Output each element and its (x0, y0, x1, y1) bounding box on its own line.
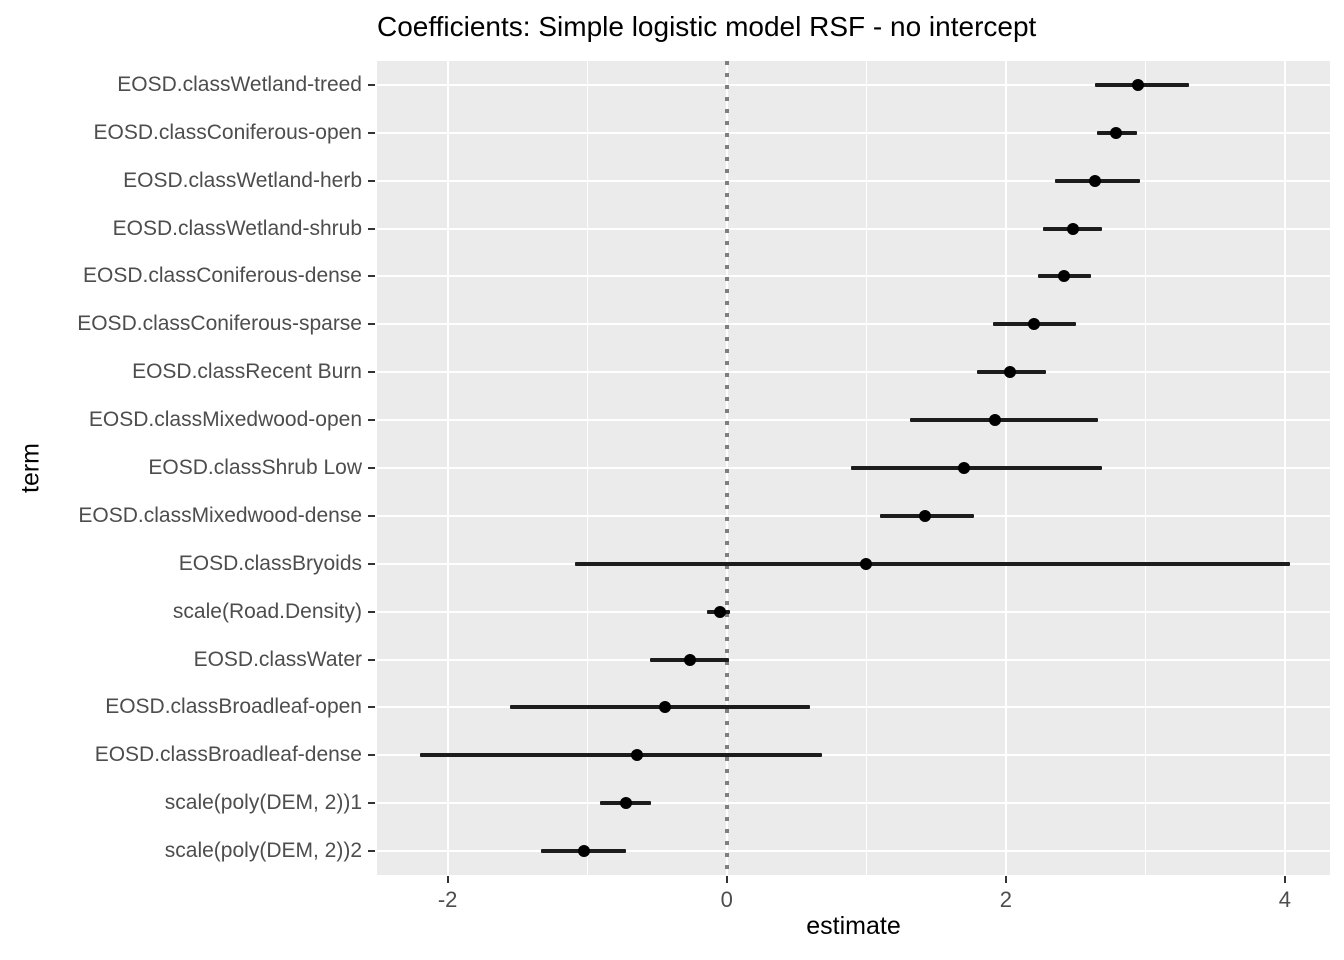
estimate-point (1058, 270, 1071, 283)
x-major-gridline (1283, 61, 1286, 875)
y-major-gridline (377, 850, 1330, 853)
y-major-gridline (377, 131, 1330, 134)
y-major-gridline (377, 802, 1330, 805)
estimate-point (1004, 366, 1016, 379)
zero-reference-line (724, 61, 729, 875)
y-axis-tick-mark (368, 514, 375, 517)
y-axis-tick-mark (368, 83, 375, 86)
y-major-gridline (377, 419, 1330, 422)
estimate-point (578, 845, 591, 858)
y-axis-tick-label: EOSD.classConiferous-dense (83, 264, 362, 288)
estimate-point (1027, 318, 1040, 331)
y-axis-tick-label: EOSD.classShrub Low (148, 456, 362, 479)
estimate-point (1066, 222, 1079, 235)
confidence-interval-bar (419, 753, 822, 758)
x-axis-tick-label: 2 (999, 887, 1012, 912)
estimate-point (631, 749, 644, 762)
y-axis-tick-mark (368, 706, 375, 709)
x-axis-title: estimate (806, 912, 901, 940)
estimate-point (659, 701, 672, 714)
estimate-point (957, 462, 970, 474)
confidence-interval-bar (909, 418, 1098, 423)
y-axis-tick-label: EOSD.classWetland-shrub (112, 216, 362, 240)
y-axis-tick-mark (368, 562, 375, 565)
estimate-point (860, 557, 873, 570)
plot-title: Coefficients: Simple logistic model RSF … (377, 11, 1037, 42)
y-axis-tick-label: EOSD.classMixedwood-dense (78, 503, 362, 527)
plot-panel (377, 61, 1330, 875)
y-axis-tick-label: scale(poly(DEM, 2))2 (164, 839, 362, 863)
y-axis-tick-mark (368, 850, 375, 853)
y-major-gridline (377, 227, 1330, 230)
y-axis-tick-label: EOSD.classWater (193, 647, 362, 671)
y-axis-tick-mark (368, 275, 375, 278)
y-axis-tick-label: EOSD.classWetland-herb (123, 168, 362, 192)
confidence-interval-bar (574, 561, 1291, 566)
estimate-point (918, 509, 931, 522)
x-axis-tick-mark (725, 876, 728, 883)
y-axis-tick-mark (368, 467, 375, 469)
estimate-point (620, 797, 633, 810)
estimate-point (684, 653, 697, 666)
y-axis-tick-mark (368, 658, 375, 661)
estimate-point (988, 414, 1001, 427)
y-axis-tick-label: scale(Road.Density) (172, 599, 362, 623)
x-axis-tick-label: 0 (720, 887, 733, 912)
y-axis-tick-mark (368, 802, 375, 805)
y-major-gridline (377, 371, 1330, 374)
y-axis-tick-mark (368, 419, 375, 422)
y-major-gridline (377, 323, 1330, 326)
estimate-point (1110, 126, 1123, 139)
y-axis-tick-label: EOSD.classConiferous-sparse (77, 312, 362, 336)
y-major-gridline (377, 754, 1330, 757)
y-major-gridline (377, 658, 1330, 661)
y-major-gridline (377, 179, 1330, 182)
y-axis-tick-label: EOSD.classMixedwood-open (88, 408, 362, 432)
estimate-point (1089, 174, 1102, 187)
y-major-gridline (377, 706, 1330, 709)
y-axis-tick-mark (368, 323, 375, 326)
estimate-point (713, 605, 726, 618)
y-axis-tick-label: EOSD.classWetland-treed (117, 72, 362, 96)
y-axis-tick-mark (368, 371, 375, 374)
x-axis-tick-label: -2 (437, 887, 458, 912)
y-axis-tick-mark (368, 610, 375, 613)
estimate-point (1132, 78, 1145, 91)
x-axis-tick-mark (1004, 876, 1007, 883)
x-major-gridline (446, 61, 449, 875)
y-axis-tick-label: EOSD.classBroadleaf-open (105, 695, 362, 719)
y-axis-tick-mark (368, 227, 375, 230)
x-axis-tick-label: 4 (1278, 887, 1292, 912)
y-axis-tick-mark (368, 179, 375, 182)
y-major-gridline (377, 610, 1330, 613)
y-axis-tick-label: scale(poly(DEM, 2))1 (164, 791, 362, 815)
y-axis-tick-label: EOSD.classBryoids (178, 551, 362, 575)
y-major-gridline (377, 514, 1330, 517)
x-axis-tick-mark (446, 876, 449, 883)
y-axis-tick-label: EOSD.classConiferous-open (93, 120, 362, 144)
y-major-gridline (377, 83, 1330, 86)
confidence-interval-bar (850, 466, 1103, 470)
y-axis-tick-mark (368, 754, 375, 757)
y-major-gridline (377, 275, 1330, 278)
y-axis-tick-label: EOSD.classRecent Burn (132, 360, 362, 384)
x-axis-tick-mark (1283, 876, 1286, 883)
y-axis-tick-label: EOSD.classBroadleaf-dense (94, 743, 362, 767)
y-axis-tick-mark (368, 131, 375, 134)
